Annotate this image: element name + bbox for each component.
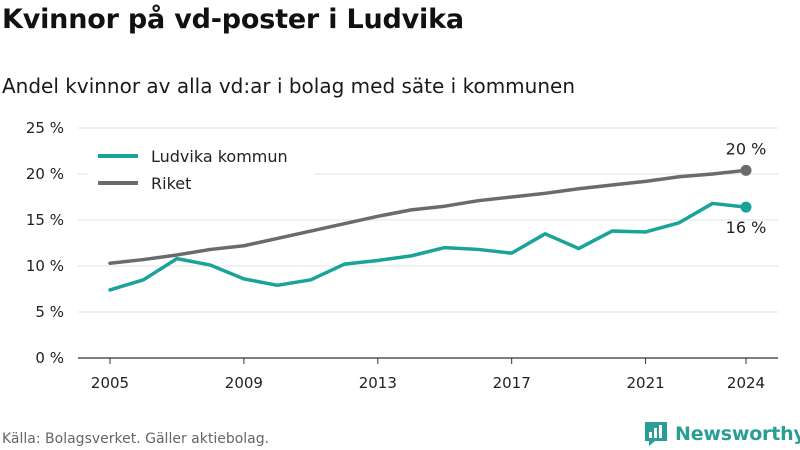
x-tick-label: 2017 (493, 374, 531, 392)
end-point-ludvika (740, 201, 752, 213)
x-tick-label: 2005 (91, 374, 129, 392)
chart-title: Kvinnor på vd-poster i Ludvika (2, 4, 464, 35)
y-tick-label: 15 % (26, 211, 64, 229)
legend-label: Ludvika kommun (151, 147, 288, 166)
series-line-ludvika (108, 201, 748, 292)
x-tick-label: 2021 (626, 374, 664, 392)
chart-subtitle: Andel kvinnor av alla vd:ar i bolag med … (2, 74, 575, 98)
x-tick-label: 2013 (359, 374, 397, 392)
y-tick-label: 0 % (35, 349, 64, 367)
y-tick-label: 25 % (26, 119, 64, 137)
end-point-riket (740, 164, 752, 176)
end-label-riket: 20 % (726, 139, 767, 158)
legend: Ludvika kommun Riket (88, 140, 314, 198)
source-note: Källa: Bolagsverket. Gäller aktiebolag. (2, 431, 270, 447)
y-tick-label: 10 % (26, 257, 64, 275)
y-tick-label: 20 % (26, 165, 64, 183)
series: 20 % 16 % (108, 139, 767, 292)
chart-bubble-icon (645, 422, 667, 446)
x-tick-label: 2024 (727, 374, 765, 392)
end-label-ludvika: 16 % (726, 218, 767, 237)
brand-name: Newsworthy (675, 423, 800, 445)
series-line-riket (108, 168, 748, 265)
legend-label: Riket (151, 174, 191, 193)
brand-logo: Newsworthy (643, 419, 800, 449)
y-tick-label: 5 % (35, 303, 64, 321)
axes: 0 % 5 % 10 % 15 % 20 % 25 % 2005 2009 2013 2017 20… (26, 119, 765, 392)
legend-background (88, 140, 314, 198)
x-tick-label: 2009 (225, 374, 263, 392)
